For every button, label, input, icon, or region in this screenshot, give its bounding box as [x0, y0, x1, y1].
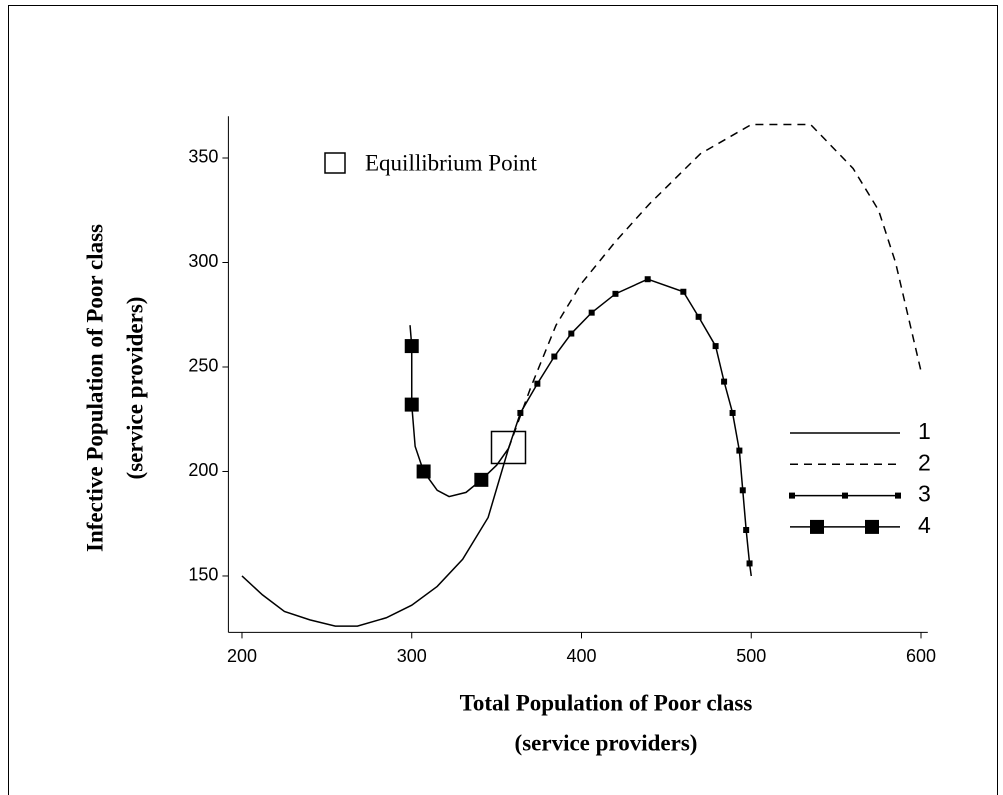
marker — [534, 380, 541, 387]
marker — [695, 313, 702, 320]
marker — [739, 487, 746, 494]
x-axis-label: Total Population of Poor class — [460, 690, 753, 715]
legend-label: 4 — [918, 512, 931, 538]
marker — [404, 397, 419, 412]
equilibrium-point — [490, 430, 527, 465]
marker — [736, 447, 743, 454]
x-axis-label: (service providers) — [515, 730, 698, 755]
marker — [743, 526, 750, 533]
x-tick-label: 300 — [397, 646, 427, 666]
x-tick-label: 500 — [736, 646, 766, 666]
y-tick-label: 250 — [188, 356, 218, 376]
marker — [551, 353, 558, 360]
legend-marker — [865, 519, 879, 534]
legend-label: 3 — [918, 481, 931, 507]
y-tick-label: 200 — [188, 460, 218, 480]
marker — [404, 339, 419, 354]
y-axis-label: Infective Population of Poor class — [82, 224, 107, 552]
y-tick-label: 300 — [188, 251, 218, 271]
legend-marker — [789, 492, 795, 499]
marker — [729, 409, 736, 416]
x-tick-label: 400 — [566, 646, 596, 666]
series-line — [507, 123, 922, 449]
series-line — [507, 278, 752, 577]
legend-marker — [842, 492, 848, 499]
legend-marker — [895, 492, 901, 499]
y-axis-label: (service providers) — [122, 297, 147, 480]
legend-marker — [810, 519, 824, 534]
legend-label: 2 — [918, 449, 931, 475]
legend-label: 1 — [918, 418, 931, 444]
legend-label: Equillibrium Point — [365, 150, 537, 175]
marker — [517, 409, 524, 416]
legend-symbol — [324, 152, 346, 174]
marker — [712, 343, 719, 350]
marker — [721, 378, 728, 385]
marker — [680, 288, 687, 295]
y-tick-label: 350 — [188, 147, 218, 167]
marker — [612, 290, 619, 297]
marker — [568, 330, 575, 337]
marker — [644, 276, 651, 283]
marker — [588, 309, 595, 316]
series-line — [241, 448, 510, 627]
marker — [746, 560, 753, 567]
x-tick-label: 200 — [227, 646, 257, 666]
frame — [8, 5, 998, 795]
marker — [416, 464, 431, 479]
marker — [474, 472, 489, 487]
x-tick-label: 600 — [906, 646, 936, 666]
y-tick-label: 150 — [188, 565, 218, 585]
